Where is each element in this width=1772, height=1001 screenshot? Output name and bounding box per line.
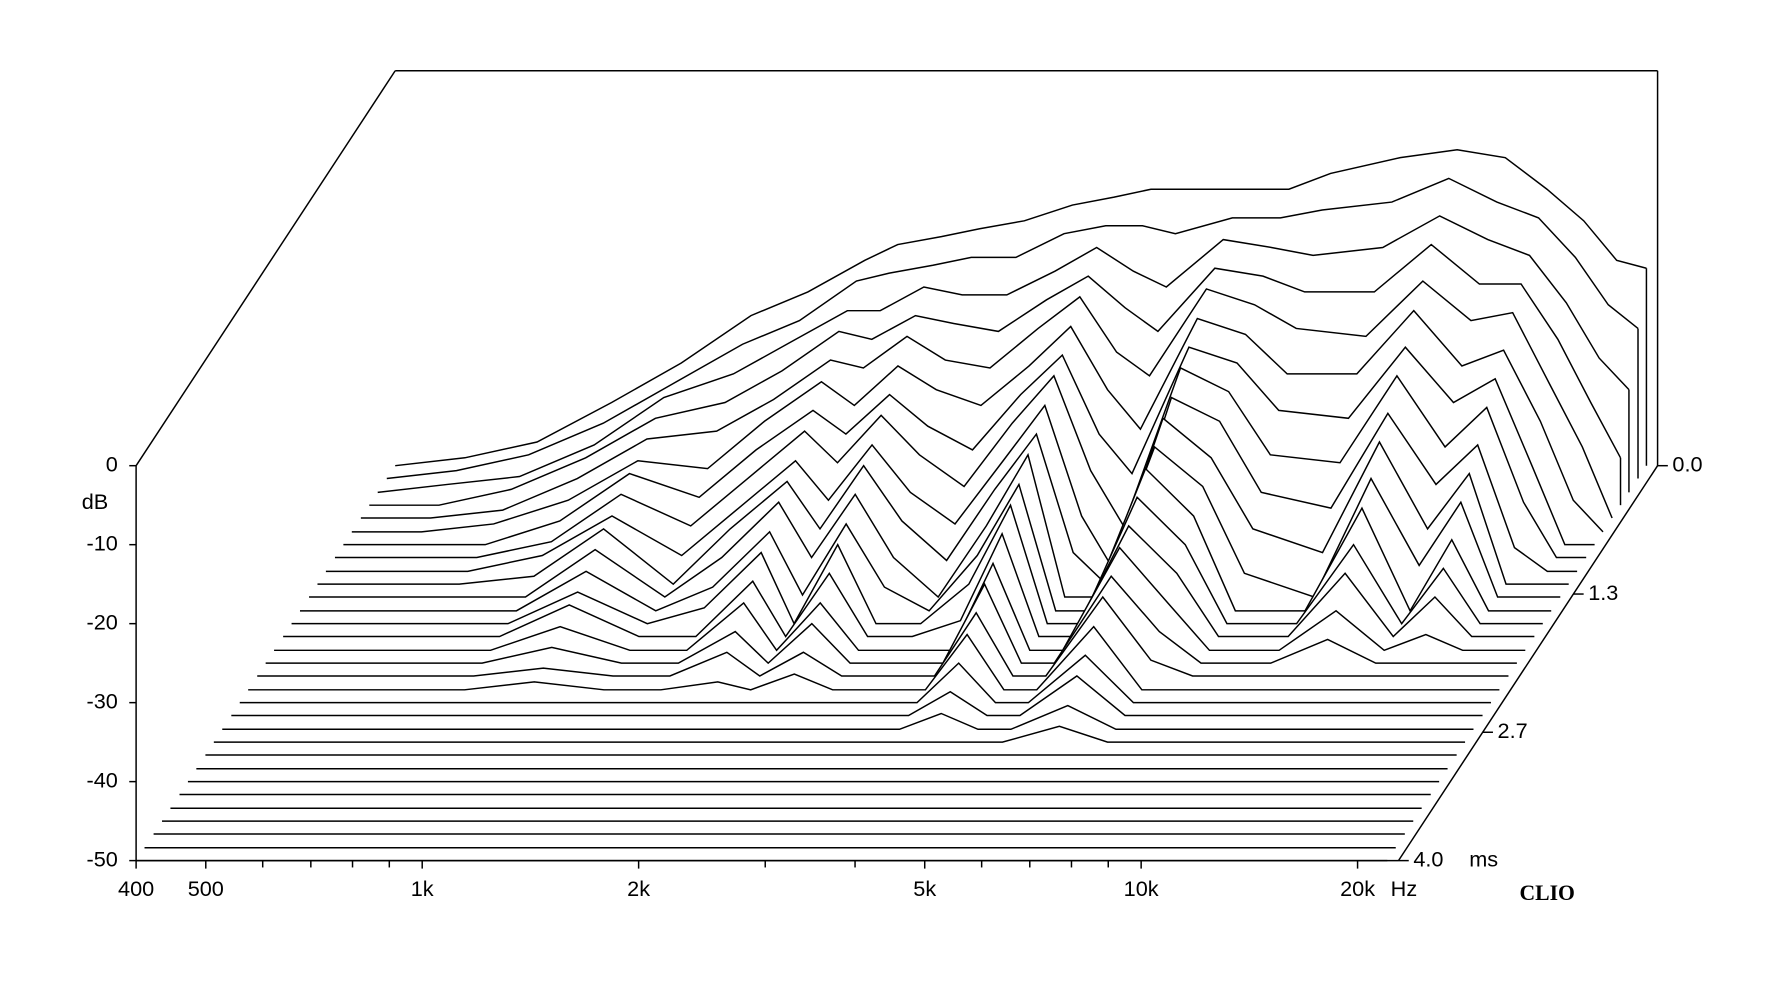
z-tick-label: 1.3 xyxy=(1588,580,1618,605)
slice-line xyxy=(386,177,1639,480)
z-axis xyxy=(1397,465,1659,862)
z-tick-label: 2.7 xyxy=(1498,718,1528,743)
slice-fill xyxy=(317,418,1569,585)
z-tick-label: 4.0 xyxy=(1413,846,1443,871)
slice-line xyxy=(239,654,1491,704)
y-tick-label: 0 xyxy=(106,451,118,476)
x-tick-label: 5k xyxy=(913,876,936,901)
y-tick-label: -20 xyxy=(87,609,118,634)
slice-line xyxy=(222,704,1474,731)
slice-line xyxy=(231,675,1483,717)
slice-line xyxy=(377,215,1630,494)
x-tick-label: 20k xyxy=(1340,876,1375,901)
slice-line xyxy=(334,366,1587,559)
x-tick-label: 1k xyxy=(411,876,434,901)
slice-line xyxy=(360,280,1613,519)
slice-line xyxy=(248,625,1500,691)
slice-fill xyxy=(222,705,1474,730)
z-tick-label: 0.0 xyxy=(1672,451,1702,476)
slice-line xyxy=(317,417,1569,586)
slice-line xyxy=(351,309,1604,533)
slice-fill xyxy=(283,525,1535,637)
slice-line xyxy=(369,243,1622,506)
slice-line xyxy=(309,445,1561,599)
slice-line xyxy=(299,467,1552,613)
y-tick-label: -50 xyxy=(87,846,118,871)
y-tick-label: -30 xyxy=(87,688,118,713)
y-tick-label: -40 xyxy=(87,767,118,792)
x-tick-label: 400 xyxy=(118,876,154,901)
x-tick-label: 10k xyxy=(1124,876,1159,901)
x-tick-label: 2k xyxy=(627,876,650,901)
x-tick-label: 500 xyxy=(188,876,224,901)
slice-line xyxy=(257,595,1509,677)
x-unit: Hz xyxy=(1391,876,1418,901)
slice-line xyxy=(213,725,1466,743)
slice-fill xyxy=(291,497,1543,624)
frame-edge xyxy=(135,70,396,467)
slice-fill xyxy=(231,675,1483,716)
y-axis-label: dB xyxy=(82,489,109,514)
y-tick-label: -10 xyxy=(87,530,118,555)
slice-line xyxy=(291,496,1543,626)
slice-line xyxy=(283,524,1535,638)
slice-line xyxy=(395,149,1647,467)
slice-line xyxy=(325,396,1578,574)
slice-line xyxy=(343,346,1595,546)
slice-fill xyxy=(325,397,1578,572)
slice-line xyxy=(265,575,1517,665)
z-unit: ms xyxy=(1469,846,1498,871)
brand: CLIO xyxy=(1519,881,1574,905)
